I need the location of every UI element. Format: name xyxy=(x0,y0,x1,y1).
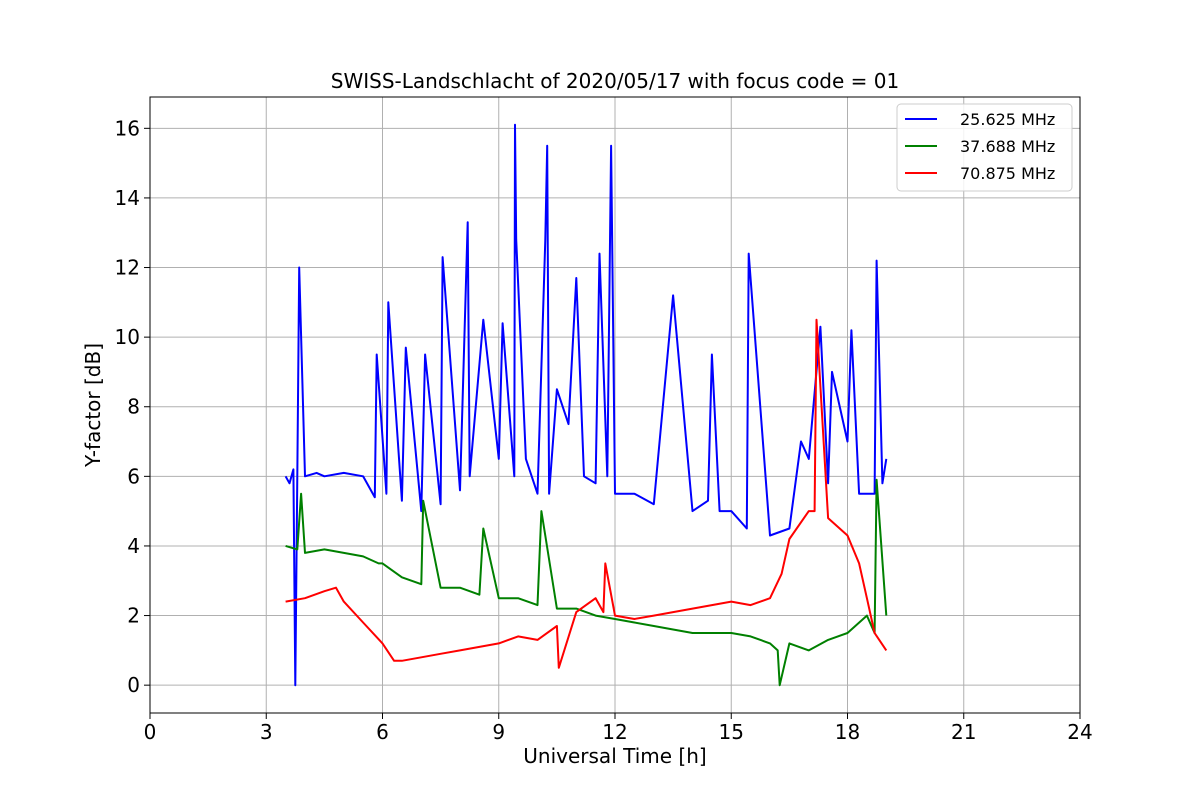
x-tick-label: 24 xyxy=(1067,720,1092,744)
series-layer xyxy=(284,123,888,687)
x-tick-label: 15 xyxy=(719,720,744,744)
x-axis-label: Universal Time [h] xyxy=(523,744,706,768)
x-tick-label: 6 xyxy=(376,720,389,744)
legend-label: 25.625 MHz xyxy=(960,110,1055,129)
y-tick-label: 10 xyxy=(115,325,140,349)
legend-label: 70.875 MHz xyxy=(960,164,1055,183)
series-line-1 xyxy=(285,478,888,687)
x-tick-label: 9 xyxy=(492,720,505,744)
chart-title: SWISS-Landschlacht of 2020/05/17 with fo… xyxy=(331,69,899,93)
x-tick-label: 21 xyxy=(951,720,976,744)
y-tick-label: 8 xyxy=(127,395,140,419)
y-tick-label: 14 xyxy=(115,186,140,210)
y-tick-label: 16 xyxy=(115,116,140,140)
x-tick-label: 3 xyxy=(260,720,273,744)
series-line-2 xyxy=(285,318,888,669)
y-axis-label: Y-factor [dB] xyxy=(81,343,105,468)
legend: 25.625 MHz 37.688 MHz 70.875 MHz xyxy=(896,103,1073,192)
series-line-0 xyxy=(284,123,888,687)
y-tick-label: 4 xyxy=(127,534,140,558)
legend-label: 37.688 MHz xyxy=(960,137,1055,156)
y-tick-label: 2 xyxy=(127,604,140,628)
y-tick-label: 0 xyxy=(127,673,140,697)
x-tick-label: 18 xyxy=(835,720,860,744)
legend-box xyxy=(896,103,1073,192)
x-tick-label: 0 xyxy=(144,720,157,744)
y-tick-label: 6 xyxy=(127,464,140,488)
x-tick-label: 12 xyxy=(602,720,627,744)
y-tick-label: 12 xyxy=(115,256,140,280)
